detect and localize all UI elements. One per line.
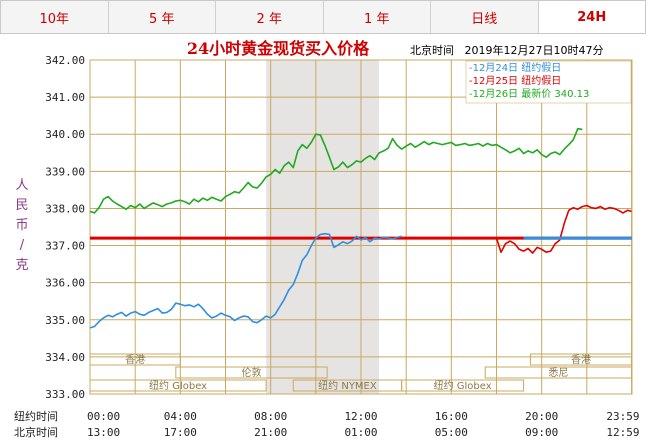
x-tick-label: 21:00 <box>254 426 287 439</box>
y-tick-label: 342.00 <box>45 54 85 67</box>
market-session-box <box>175 366 328 379</box>
legend: -12月24日 纽约假日-12月25日 纽约假日-12月26日 最新价 340.… <box>465 60 632 104</box>
series-line-0 <box>89 232 402 329</box>
y-tick-label: 338.00 <box>45 202 85 215</box>
price-series <box>89 127 632 329</box>
y-axis-ticks: 342.00 341.00 340.00 339.00 338.00 337.00 336.… <box>45 54 85 401</box>
tab-3[interactable]: 1 年 <box>324 1 431 33</box>
x-tick-label: 09:00 <box>525 426 558 439</box>
x-axis-row-label: 北京时间 <box>14 425 58 439</box>
market-session-label: 香港 <box>125 354 145 366</box>
legend-entry: -12月24日 纽约假日 <box>469 61 561 74</box>
datetime-label: 北京时间 2019年12月27日10时47分 <box>410 43 603 57</box>
y-axis-label-char: / <box>20 238 25 253</box>
x-axis-row-label: 纽约时间 <box>14 409 58 423</box>
tab-1[interactable]: 5 年 <box>109 1 216 33</box>
y-axis-label-char: 克 <box>15 258 28 273</box>
tab-2[interactable]: 2 年 <box>216 1 324 33</box>
market-session-box <box>89 353 181 366</box>
y-axis-label-char: 人 <box>15 178 28 193</box>
y-tick-label: 336.00 <box>45 277 85 290</box>
market-session-label: 纽约 NYMEX <box>318 379 377 392</box>
x-tick-label: 13:00 <box>87 426 120 439</box>
x-tick-label: 17:00 <box>164 426 197 439</box>
market-session-box <box>484 366 633 379</box>
legend-entry: -12月26日 最新价 340.13 <box>469 87 589 100</box>
nymex-session-band <box>266 60 380 394</box>
market-session-label: 纽约 Globex <box>149 379 207 392</box>
tab-0[interactable]: 10年 <box>1 1 109 33</box>
x-tick-label: 08:00 <box>254 410 287 423</box>
market-session-label: 香港 <box>571 354 591 366</box>
x-tick-label: 01:00 <box>344 426 377 439</box>
x-tick-label: 04:00 <box>164 410 197 423</box>
y-tick-label: 337.00 <box>45 240 85 253</box>
market-session-box <box>401 379 525 392</box>
tab-4[interactable]: 日线 <box>431 1 539 33</box>
market-session-label: 纽约 Globex <box>434 379 492 392</box>
y-axis-label: 人民币 / 克 <box>15 178 28 273</box>
y-tick-label: 333.00 <box>45 388 85 401</box>
x-tick-label: 23:59 <box>606 410 639 423</box>
y-tick-label: 335.00 <box>45 314 85 327</box>
x-tick-label: 20:00 <box>525 410 558 423</box>
market-session-box <box>89 379 267 392</box>
y-tick-label: 339.00 <box>45 165 85 178</box>
x-tick-label: 12:00 <box>344 410 377 423</box>
chart-title: 24小时黄金现货买入价格 <box>187 39 370 58</box>
market-session-box <box>529 353 633 366</box>
x-tick-label: 05:00 <box>435 426 468 439</box>
y-axis-label-char: 币 <box>15 218 28 233</box>
market-session-label: 伦敦 <box>241 366 261 379</box>
gold-price-chart: 342.00 341.00 340.00 339.00 338.00 337.00 336.… <box>14 39 640 439</box>
x-tick-label: 16:00 <box>435 410 468 423</box>
gridlines <box>89 59 633 395</box>
series-line-1 <box>90 204 632 254</box>
series-line-2 <box>89 127 583 214</box>
x-tick-label: 00:00 <box>87 410 120 423</box>
market-session-label: 悉尼 <box>548 367 568 379</box>
y-axis-label-char: 民 <box>15 198 28 213</box>
legend-box <box>465 60 632 104</box>
x-axis: 纽约时间 00:00 04:00 08:00 12:00 16:00 20:00 23:59 北… <box>14 409 640 439</box>
tab-5[interactable]: 24H <box>538 1 645 33</box>
y-tick-label: 334.00 <box>45 351 85 364</box>
x-tick-label: 12:59 <box>606 426 639 439</box>
y-tick-label: 341.00 <box>45 91 85 104</box>
y-tick-label: 340.00 <box>45 128 85 141</box>
legend-entry: -12月25日 纽约假日 <box>469 74 561 87</box>
